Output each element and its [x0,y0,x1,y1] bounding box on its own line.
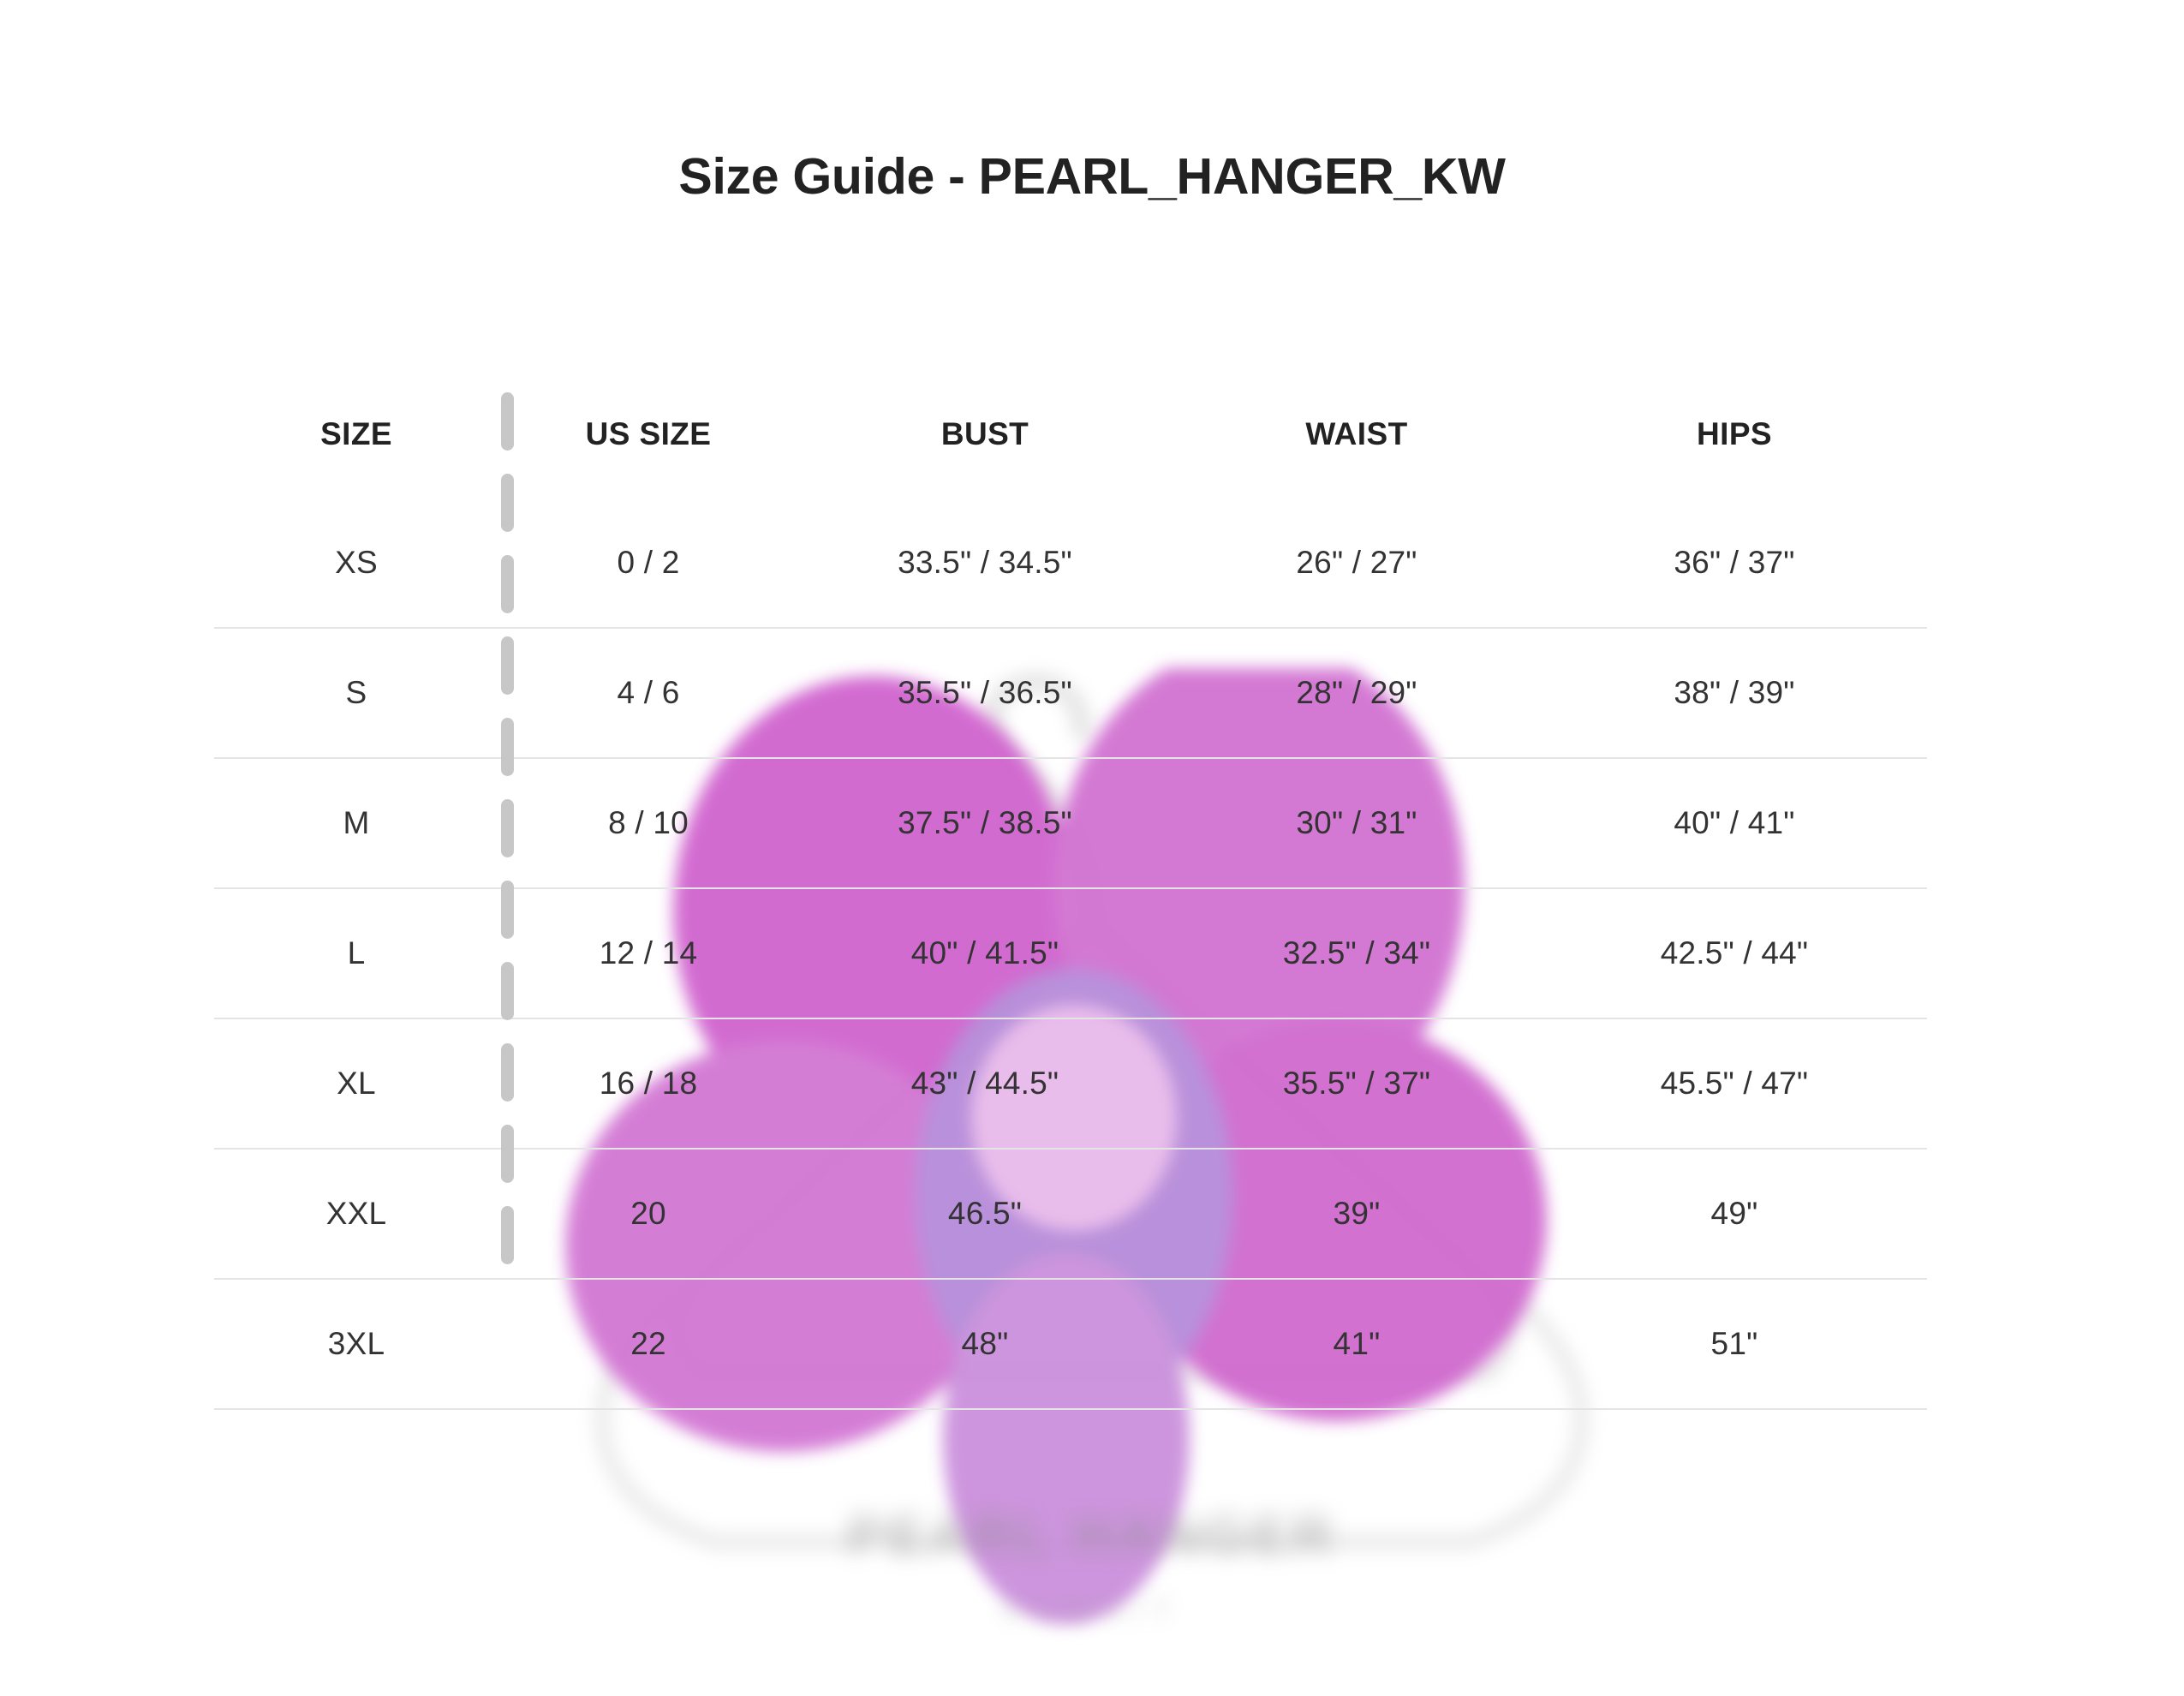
table-row: M 8 / 10 37.5" / 38.5" 30" / 31" 40" / 4… [214,758,1927,889]
cell-hips: 51" [1542,1279,1927,1410]
cell-size: 3XL [214,1279,498,1410]
cell-size: M [214,758,498,889]
cell-us: 4 / 6 [498,628,798,759]
cell-hips: 49" [1542,1149,1927,1280]
cell-size: S [214,628,498,759]
cell-us: 22 [498,1279,798,1410]
cell-us: 0 / 2 [498,499,798,629]
cell-waist: 26" / 27" [1172,499,1542,629]
cell-waist: 39" [1172,1149,1542,1280]
cell-us: 12 / 14 [498,888,798,1019]
cell-size: L [214,888,498,1019]
cell-bust: 37.5" / 38.5" [798,758,1172,889]
table-row: XS 0 / 2 33.5" / 34.5" 26" / 27" 36" / 3… [214,499,1927,629]
cell-bust: 43" / 44.5" [798,1018,1172,1150]
cell-bust: 35.5" / 36.5" [798,628,1172,759]
table-row: XXL 20 46.5" 39" 49" [214,1149,1927,1280]
cell-waist: 28" / 29" [1172,628,1542,759]
table-header-row: SIZE US SIZE BUST WAIST HIPS [214,370,1927,499]
cell-bust: 46.5" [798,1149,1172,1280]
column-header-hips: HIPS [1697,416,1772,451]
column-header-bust: BUST [940,416,1029,451]
cell-waist: 35.5" / 37" [1172,1018,1542,1150]
column-header-waist: WAIST [1305,416,1408,451]
column-divider-dashed [501,392,514,1290]
cell-size: XL [214,1018,498,1150]
cell-us: 16 / 18 [498,1018,798,1150]
cell-waist: 30" / 31" [1172,758,1542,889]
cell-hips: 36" / 37" [1542,499,1927,629]
cell-waist: 41" [1172,1279,1542,1410]
cell-hips: 42.5" / 44" [1542,888,1927,1019]
column-header-us-size: US SIZE [585,416,712,451]
table-row: 3XL 22 48" 41" 51" [214,1279,1927,1410]
table-row: L 12 / 14 40" / 41.5" 32.5" / 34" 42.5" … [214,888,1927,1019]
cell-bust: 33.5" / 34.5" [798,499,1172,629]
cell-us: 8 / 10 [498,758,798,889]
cell-size: XXL [214,1149,498,1280]
cell-bust: 48" [798,1279,1172,1410]
cell-hips: 45.5" / 47" [1542,1018,1927,1150]
cell-us: 20 [498,1149,798,1280]
page-title: Size Guide - PEARL_HANGER_KW [678,148,1506,205]
cell-bust: 40" / 41.5" [798,888,1172,1019]
cell-waist: 32.5" / 34" [1172,888,1542,1019]
table-row: S 4 / 6 35.5" / 36.5" 28" / 29" 38" / 39… [214,628,1927,759]
cell-size: XS [214,499,498,629]
cell-hips: 40" / 41" [1542,758,1927,889]
size-chart-table: SIZE US SIZE BUST WAIST HIPS XS 0 / 2 33… [214,370,1927,1410]
table-row: XL 16 / 18 43" / 44.5" 35.5" / 37" 45.5"… [214,1018,1927,1150]
column-header-size: SIZE [320,416,392,451]
cell-hips: 38" / 39" [1542,628,1927,759]
